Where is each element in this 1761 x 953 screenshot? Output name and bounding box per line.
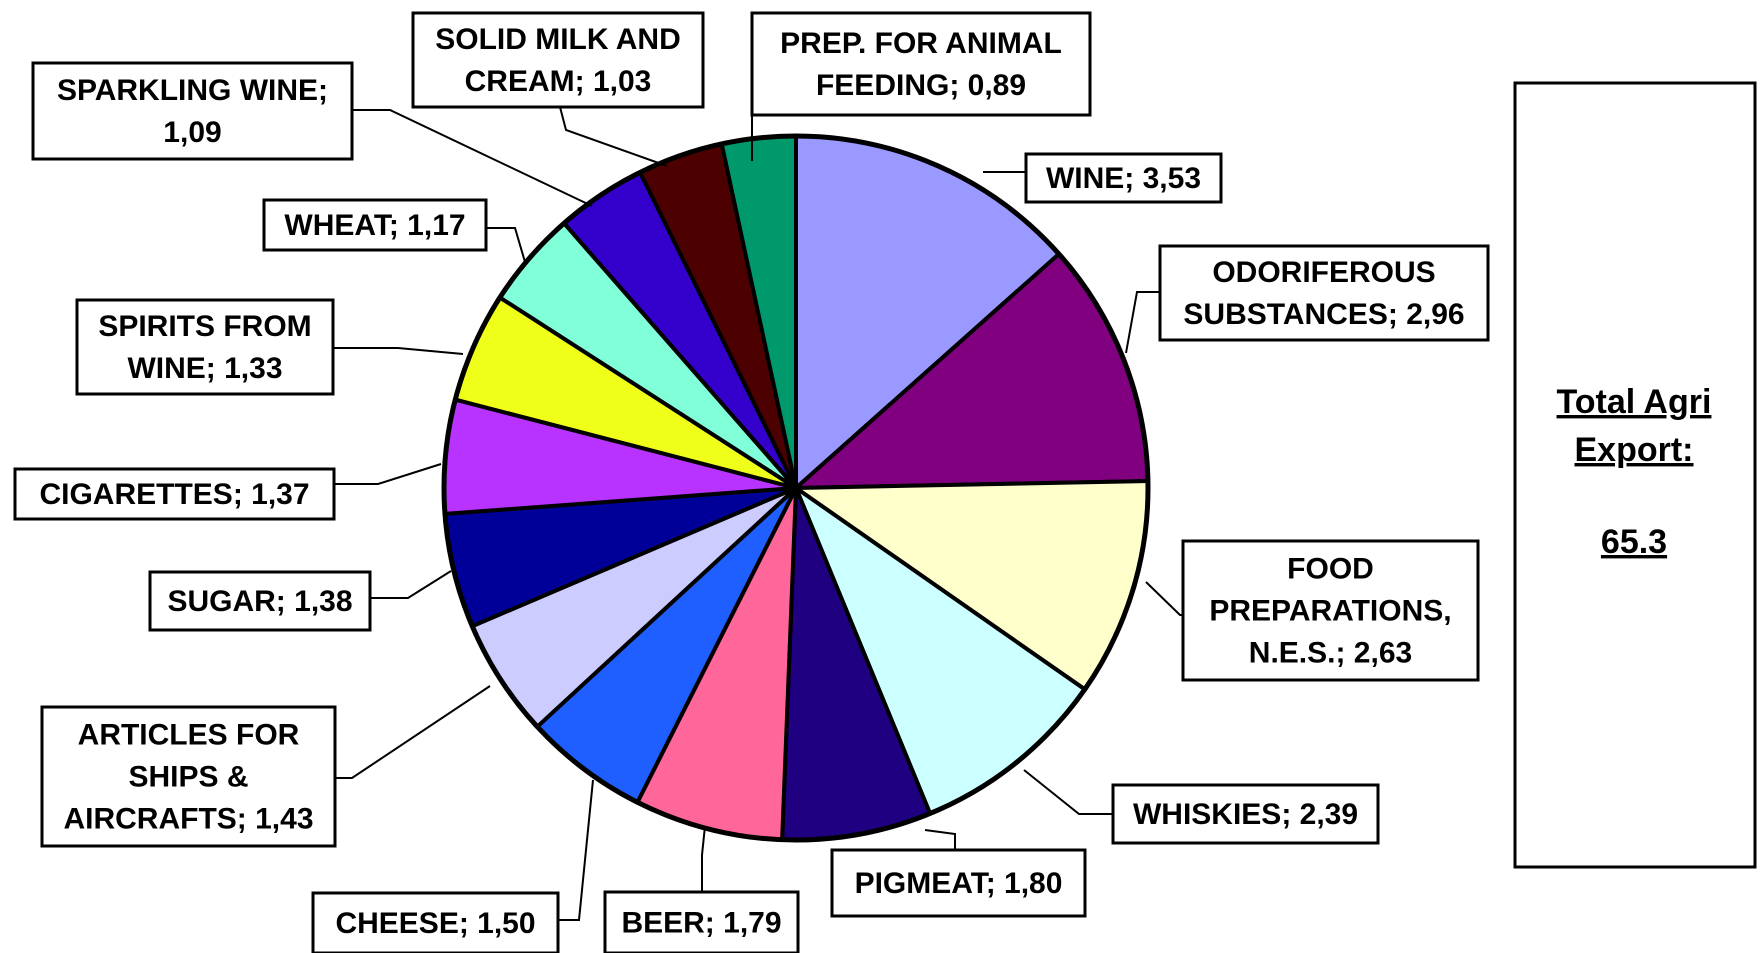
- label-text-cigarettes-line1: CIGARETTES; 1,37: [39, 478, 309, 511]
- total-title-line1: Total Agri: [1557, 383, 1712, 421]
- label-text-odoriferous-substances-line1: ODORIFEROUS: [1212, 256, 1435, 289]
- label-box-prep-for-animal-feeding: [750, 11, 1092, 117]
- label-text-sparkling-wine-line2: 1,09: [163, 116, 221, 149]
- label-pigmeat: PIGMEAT; 1,80: [830, 848, 1087, 918]
- label-box-cheese: [311, 891, 560, 953]
- pie-slices: [441, 133, 1151, 843]
- leader-line-articles-for-ships-aircrafts: [335, 685, 491, 779]
- label-sparkling-wine: SPARKLING WINE; 1,09: [31, 61, 354, 161]
- label-text-food-preparations-n-e-s-line3: N.E.S.; 2,63: [1249, 637, 1412, 670]
- label-cigarettes: CIGARETTES; 1,37: [13, 467, 336, 521]
- label-spirits-from-wine: SPIRITS FROM WINE; 1,33: [75, 298, 335, 396]
- label-box-solid-milk-and-cream: [411, 11, 705, 109]
- label-text-spirits-from-wine-line1: SPIRITS FROM: [98, 310, 311, 343]
- label-text-beer-line1: BEER; 1,79: [621, 907, 781, 940]
- leader-line-sugar: [370, 570, 452, 599]
- label-text-prep-for-animal-feeding-line2: FEEDING; 0,89: [816, 69, 1026, 102]
- label-wine: WINE; 3,53: [1024, 152, 1223, 204]
- label-cheese: CHEESE; 1,50: [311, 891, 560, 953]
- total-export-box: Total Agri Export: 65.3: [1513, 81, 1757, 869]
- label-text-articles-for-ships-aircrafts-line1: ARTICLES FOR: [78, 719, 300, 752]
- label-box-whiskies: [1111, 783, 1380, 845]
- label-box-sparkling-wine: [31, 61, 354, 161]
- leader-line-food-preparations-n-e-s: [1145, 581, 1183, 616]
- leader-line-cheese: [558, 779, 594, 921]
- label-box-beer: [603, 890, 800, 953]
- label-text-whiskies-line1: WHISKIES; 2,39: [1133, 798, 1358, 831]
- label-box-odoriferous-substances: [1158, 244, 1490, 342]
- label-text-odoriferous-substances-line2: SUBSTANCES; 2,96: [1183, 298, 1464, 331]
- label-text-prep-for-animal-feeding-line1: PREP. FOR ANIMAL: [780, 27, 1062, 60]
- label-text-pigmeat-line1: PIGMEAT; 1,80: [855, 867, 1063, 900]
- leader-line-beer: [701, 825, 706, 892]
- pie-outline: [441, 133, 1151, 843]
- leader-line-solid-milk-and-cream: [559, 106, 668, 167]
- label-text-wheat-line1: WHEAT; 1,17: [284, 209, 465, 242]
- label-text-sugar-line1: SUGAR; 1,38: [167, 585, 352, 618]
- label-box-pigmeat: [830, 848, 1087, 918]
- total-value: 65.3: [1601, 523, 1667, 561]
- label-text-spirits-from-wine-line2: WINE; 1,33: [127, 352, 282, 385]
- label-box-cigarettes: [13, 467, 336, 521]
- leader-line-odoriferous-substances: [1125, 291, 1160, 354]
- label-sugar: SUGAR; 1,38: [148, 570, 372, 632]
- total-box-frame: [1513, 81, 1757, 869]
- leader-line-sparkling-wine: [352, 109, 593, 207]
- label-text-articles-for-ships-aircrafts-line3: AIRCRAFTS; 1,43: [63, 803, 313, 836]
- label-articles-for-ships-aircrafts: ARTICLES FOR SHIPS & AIRCRAFTS; 1,43: [40, 705, 337, 848]
- total-title-line2: Export:: [1575, 431, 1694, 469]
- label-odoriferous-substances: ODORIFEROUS SUBSTANCES; 2,96: [1158, 244, 1490, 342]
- leader-line-whiskies: [1023, 769, 1113, 815]
- leader-line-wheat: [486, 227, 526, 263]
- label-text-food-preparations-n-e-s-line1: FOOD: [1287, 553, 1374, 586]
- leader-lines: [333, 106, 1183, 921]
- leader-line-cigarettes: [334, 463, 442, 485]
- label-text-wine-line1: WINE; 3,53: [1046, 162, 1201, 195]
- leader-line-pigmeat: [924, 829, 956, 850]
- label-text-solid-milk-and-cream-line2: CREAM; 1,03: [465, 65, 652, 98]
- slice-labels: WINE; 3,53 ODORIFEROUS SUBSTANCES; 2,96 FOO…: [13, 11, 1490, 953]
- label-prep-for-animal-feeding: PREP. FOR ANIMAL FEEDING; 0,89: [750, 11, 1092, 117]
- label-text-food-preparations-n-e-s-line2: PREPARATIONS,: [1209, 595, 1451, 628]
- label-box-spirits-from-wine: [75, 298, 335, 396]
- label-box-sugar: [148, 570, 372, 632]
- label-whiskies: WHISKIES; 2,39: [1111, 783, 1380, 845]
- label-wheat: WHEAT; 1,17: [262, 198, 488, 252]
- label-text-sparkling-wine-line1: SPARKLING WINE;: [57, 74, 328, 107]
- label-box-wheat: [262, 198, 488, 252]
- label-box-articles-for-ships-aircrafts: [40, 705, 337, 848]
- label-box-food-preparations-n-e-s: [1181, 539, 1480, 682]
- label-box-wine: [1024, 152, 1223, 204]
- label-beer: BEER; 1,79: [603, 890, 800, 953]
- leader-line-spirits-from-wine: [333, 347, 464, 355]
- label-text-cheese-line1: CHEESE; 1,50: [335, 907, 535, 940]
- label-text-articles-for-ships-aircrafts-line2: SHIPS &: [128, 761, 248, 794]
- label-food-preparations-n-e-s: FOOD PREPARATIONS, N.E.S.; 2,63: [1181, 539, 1480, 682]
- label-solid-milk-and-cream: SOLID MILK AND CREAM; 1,03: [411, 11, 705, 109]
- label-text-solid-milk-and-cream-line1: SOLID MILK AND: [435, 23, 681, 56]
